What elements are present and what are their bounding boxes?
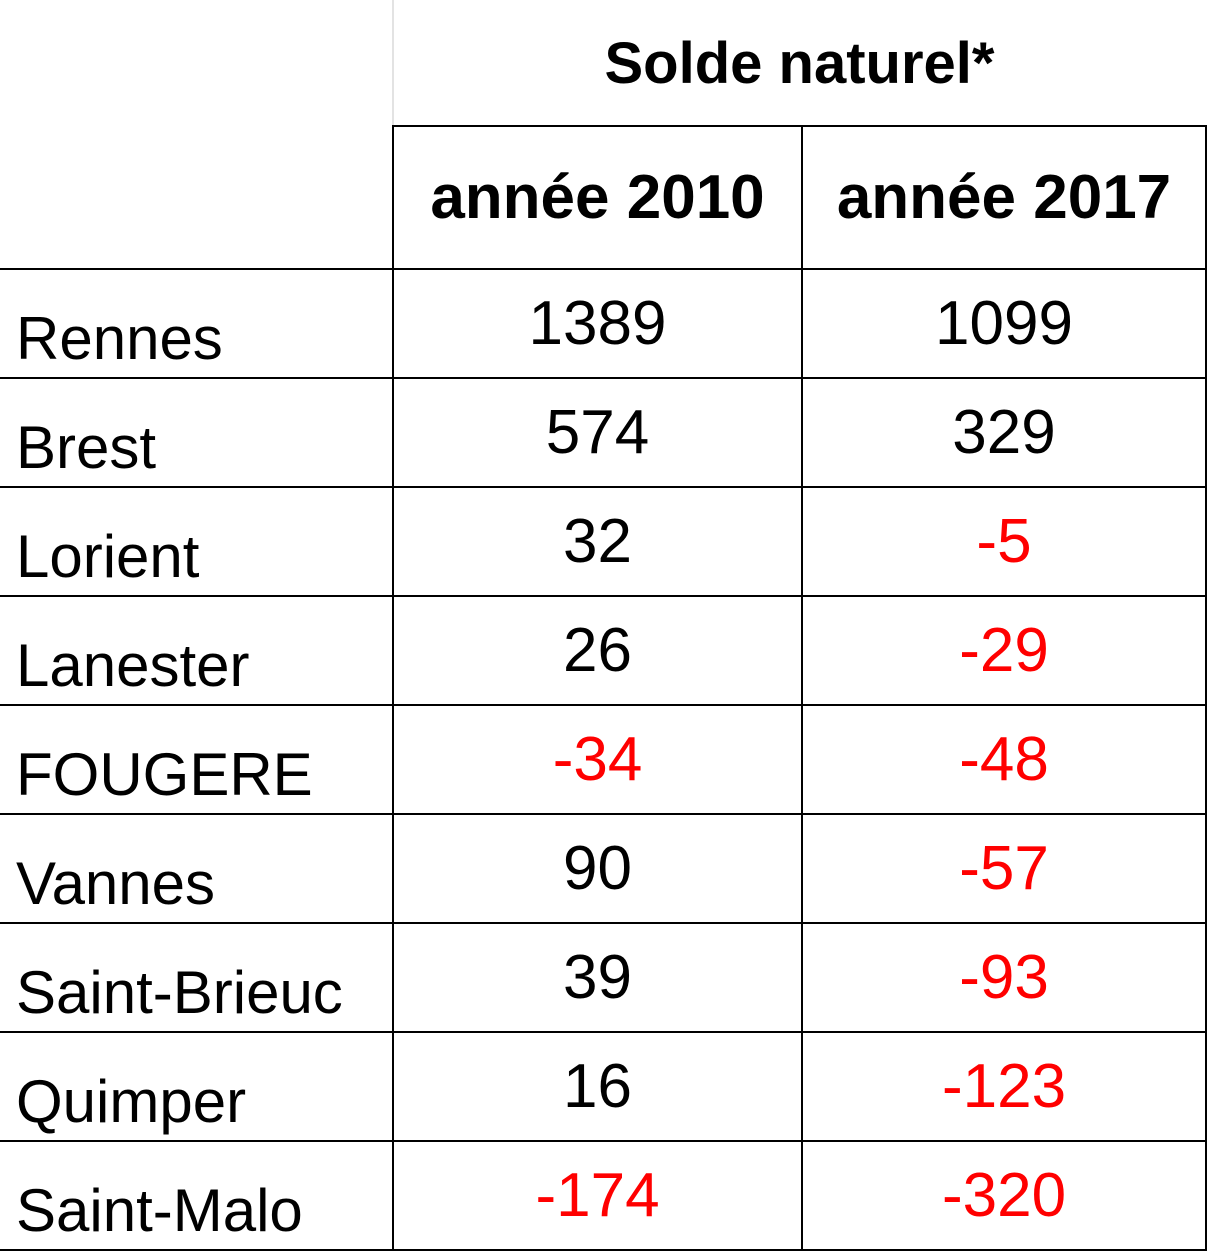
column-header-2017: année 2017 — [801, 125, 1207, 270]
table-row: Quimper 16 -123 — [0, 1031, 1207, 1142]
value-cell-2017: -57 — [801, 813, 1207, 924]
value-cell-2010: 26 — [392, 595, 803, 706]
table-row: Brest 574 329 — [0, 377, 1207, 488]
table-row: Vannes 90 -57 — [0, 813, 1207, 924]
value-cell-2017: -93 — [801, 922, 1207, 1033]
value-cell-2010: -174 — [392, 1140, 803, 1251]
value-cell-2017: -5 — [801, 486, 1207, 597]
value-cell-2010: 32 — [392, 486, 803, 597]
table-row: Rennes 1389 1099 — [0, 268, 1207, 379]
city-cell: Lorient — [0, 486, 394, 597]
value-cell-2010: 16 — [392, 1031, 803, 1142]
table-title: Solde naturel* — [604, 30, 995, 96]
city-cell: Saint-Brieuc — [0, 922, 394, 1033]
city-cell: Rennes — [0, 268, 394, 379]
value-cell-2017: -48 — [801, 704, 1207, 815]
value-cell-2017: 329 — [801, 377, 1207, 488]
corner-cell — [0, 126, 394, 270]
city-cell: Saint-Malo — [0, 1140, 394, 1251]
value-cell-2010: 90 — [392, 813, 803, 924]
table-row: FOUGERE -34 -48 — [0, 704, 1207, 815]
value-cell-2010: 39 — [392, 922, 803, 1033]
column-header-2010: année 2010 — [392, 125, 803, 270]
table-row: Lanester 26 -29 — [0, 595, 1207, 706]
table-row: Lorient 32 -5 — [0, 486, 1207, 597]
value-cell-2017: -29 — [801, 595, 1207, 706]
value-cell-2010: 574 — [392, 377, 803, 488]
column-header-row: année 2010 année 2017 — [0, 125, 1207, 270]
city-cell: Vannes — [0, 813, 394, 924]
city-cell: Lanester — [0, 595, 394, 706]
data-table: année 2010 année 2017 Rennes 1389 1099 Bres… — [0, 125, 1207, 1251]
value-cell-2017: -123 — [801, 1031, 1207, 1142]
city-cell: Brest — [0, 377, 394, 488]
city-cell: Quimper — [0, 1031, 394, 1142]
value-cell-2010: 1389 — [392, 268, 803, 379]
table-row: Saint-Malo -174 -320 — [0, 1140, 1207, 1251]
value-cell-2010: -34 — [392, 704, 803, 815]
value-cell-2017: -320 — [801, 1140, 1207, 1251]
value-cell-2017: 1099 — [801, 268, 1207, 379]
city-cell: FOUGERE — [0, 704, 394, 815]
table-row: Saint-Brieuc 39 -93 — [0, 922, 1207, 1033]
header-gridline — [392, 0, 394, 126]
